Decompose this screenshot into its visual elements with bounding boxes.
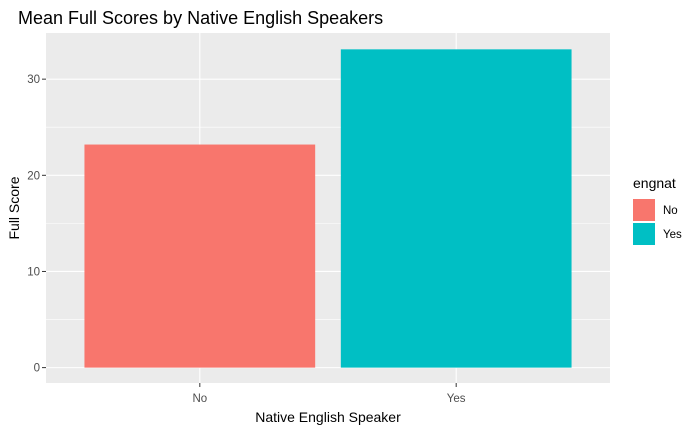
legend-swatch-yes: [633, 223, 655, 245]
x-tick-label: Yes: [447, 393, 466, 405]
bars: [84, 49, 572, 368]
x-axis-title: Native English Speaker: [255, 409, 401, 425]
bar-no: [84, 144, 316, 368]
x-axis: No Yes: [192, 383, 466, 405]
y-axis: 0 10 20 30: [27, 74, 46, 375]
legend-label-no: No: [663, 205, 678, 217]
legend-title: engnat: [633, 175, 676, 191]
y-tick-label: 0: [34, 363, 40, 375]
y-tick-label: 10: [27, 266, 40, 278]
y-tick-label: 30: [27, 74, 40, 86]
bar-yes: [340, 49, 572, 368]
legend: engnat No Yes: [633, 175, 682, 245]
y-tick-label: 20: [27, 170, 40, 182]
legend-swatch-no: [633, 199, 655, 221]
chart-title: Mean Full Scores by Native English Speak…: [18, 8, 383, 28]
x-tick-label: No: [192, 393, 207, 405]
y-axis-title: Full Score: [6, 176, 22, 239]
legend-label-yes: Yes: [663, 229, 682, 241]
